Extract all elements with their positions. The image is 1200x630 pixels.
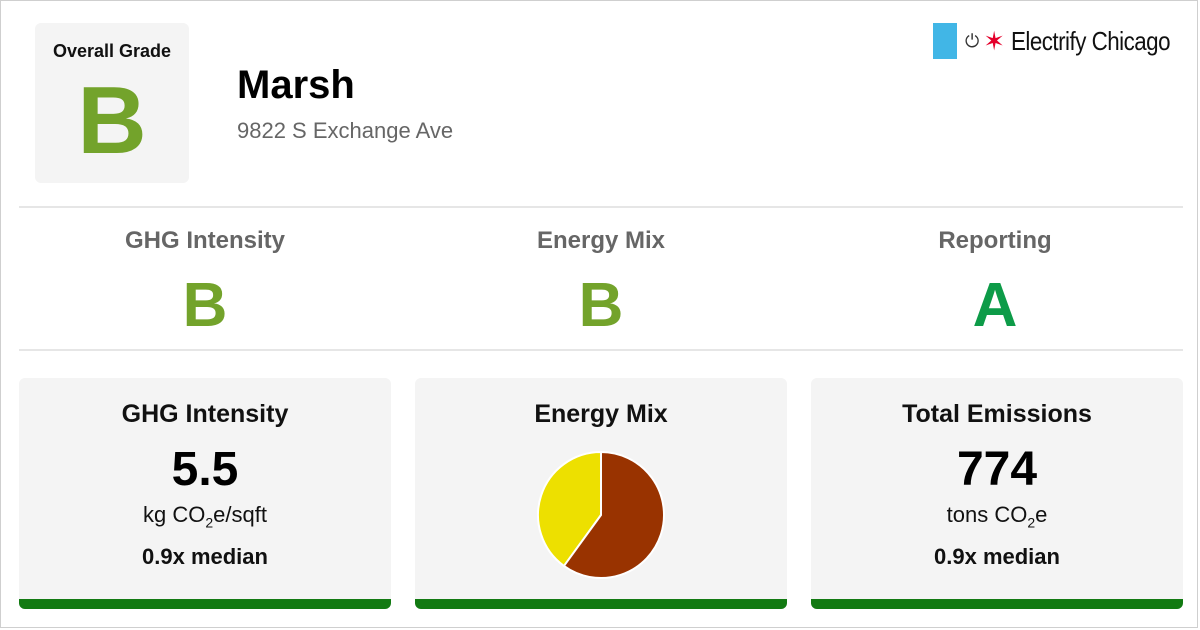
card-status-bar <box>19 599 391 609</box>
card-ghg-intensity: GHG Intensity 5.5 kg CO2e/sqft 0.9x medi… <box>19 378 391 609</box>
overall-grade-box: Overall Grade B <box>35 23 189 183</box>
card-energy-mix: Energy Mix <box>415 378 787 609</box>
divider-top <box>19 206 1183 208</box>
total-emissions-median: 0.9x median <box>934 544 1060 569</box>
card-status-bar <box>415 599 787 609</box>
pie-slice-natural-gas <box>562 450 665 579</box>
grade-letter: B <box>578 271 624 340</box>
grade-energy-mix: Energy Mix B <box>407 227 795 337</box>
grade-ghg-intensity: GHG Intensity B <box>11 227 399 337</box>
chicago-star-icon: ✶ <box>983 26 1006 56</box>
ghg-intensity-unit: kg CO2e/sqft <box>143 502 267 531</box>
plug-icon: ⏻ <box>965 31 980 51</box>
building-address: 9822 S Exchange Ave <box>237 118 454 143</box>
divider-middle <box>19 349 1183 351</box>
grade-label: Energy Mix <box>536 227 666 254</box>
card-total-emissions: Total Emissions 774 tons CO2e 0.9x media… <box>811 378 1183 609</box>
card-status-bar <box>811 599 1183 609</box>
energy-mix-pie-chart <box>537 450 665 579</box>
grade-label: GHG Intensity <box>124 227 286 254</box>
card-title: Energy Mix <box>534 400 668 428</box>
card-title: GHG Intensity <box>121 400 289 428</box>
overall-grade-label: Overall Grade <box>52 41 172 61</box>
brand-logo[interactable]: ⏻ ✶ Electrify Chicago <box>933 23 1196 59</box>
grade-letter: A <box>972 271 1018 340</box>
flag-stripe-icon <box>933 23 957 59</box>
energy-mix-pie <box>536 450 666 580</box>
grade-letter: B <box>182 271 228 340</box>
building-name: Marsh <box>237 63 355 107</box>
grade-label: Reporting <box>938 227 1052 254</box>
ghg-intensity-value: 5.5 <box>171 443 239 496</box>
total-emissions-value: 774 <box>956 443 1038 496</box>
overall-grade-letter: B <box>77 67 147 174</box>
card-title: Total Emissions <box>902 400 1092 428</box>
pie-slice-electricity <box>537 450 602 568</box>
total-emissions-unit: tons CO2e <box>946 502 1048 531</box>
ghg-intensity-median: 0.9x median <box>142 544 268 569</box>
brand-name: Electrify Chicago <box>1011 25 1171 56</box>
grade-reporting: Reporting A <box>801 227 1189 337</box>
